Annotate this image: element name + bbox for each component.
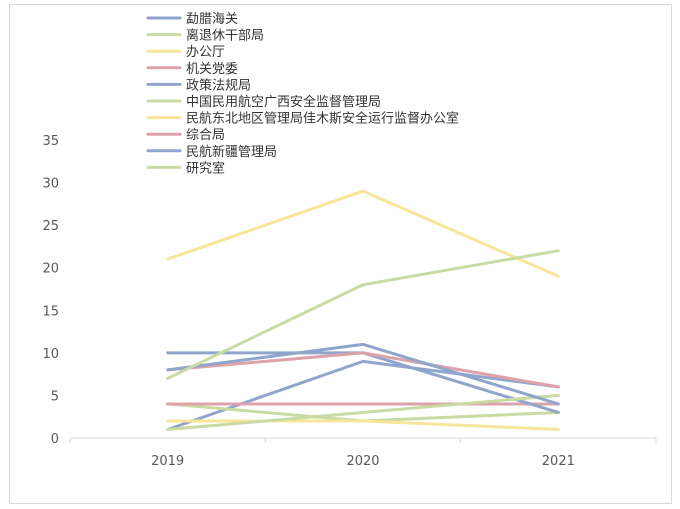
y-tick-label: 25 — [42, 219, 59, 234]
y-tick-label: 5 — [51, 389, 59, 404]
legend-label: 综合局 — [186, 128, 225, 143]
y-axis: 0 5 10 15 20 25 30 35 — [42, 134, 59, 447]
legend-label: 机关党委 — [186, 62, 238, 77]
series-line-3 — [166, 419, 560, 431]
series-line-6 — [166, 393, 560, 431]
legend-label: 办公厅 — [186, 45, 225, 60]
legend-label: 离退休干部局 — [186, 28, 264, 44]
y-tick-label: 30 — [42, 177, 59, 192]
x-tick-label: 2021 — [542, 454, 575, 469]
series-line-9 — [166, 342, 560, 406]
legend-label: 政策法规局 — [186, 77, 251, 93]
legend-label: 勐腊海关 — [186, 12, 238, 27]
legend-label: 民航东北地区管理局佳木斯安全运行监督办公室 — [186, 111, 459, 127]
legend-label: 中国民用航空广西安全监督管理局 — [186, 94, 381, 110]
x-tick-label: 2019 — [151, 454, 184, 469]
chart-frame — [9, 4, 672, 504]
y-tick-label: 0 — [51, 432, 59, 447]
legend-label: 研究室 — [186, 160, 225, 176]
series-line-7 — [166, 189, 560, 278]
y-tick-label: 20 — [42, 262, 59, 277]
series-line-8 — [166, 351, 560, 389]
legend-label: 民航新疆管理局 — [186, 144, 277, 160]
x-tick-label: 2020 — [346, 454, 379, 469]
x-axis: 2019 2020 2021 — [69, 437, 657, 469]
series-line-1 — [166, 359, 560, 431]
y-tick-label: 10 — [42, 347, 59, 362]
y-tick-label: 15 — [42, 304, 59, 319]
series-line-10 — [166, 249, 560, 380]
y-tick-label: 35 — [42, 134, 59, 149]
series-lines — [166, 189, 560, 431]
legend: 勐腊海关离退休干部局办公厅机关党委政策法规局中国民用航空广西安全监督管理局民航东… — [146, 12, 459, 176]
